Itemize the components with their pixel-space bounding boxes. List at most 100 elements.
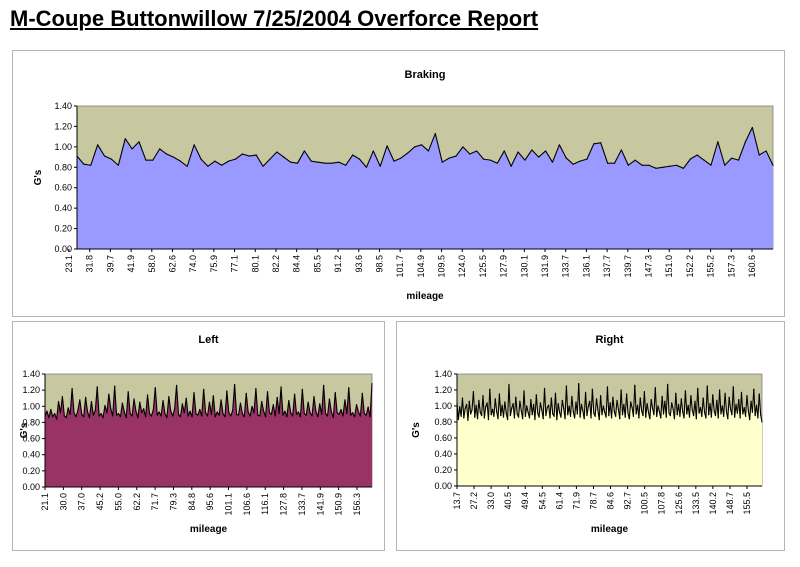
left-data-segment — [317, 403, 321, 417]
left-data-point — [371, 383, 373, 385]
braking-data-point — [414, 146, 416, 148]
left-x-tick-label: 150.9 — [334, 493, 344, 516]
right-data-point — [703, 411, 706, 413]
left-data-segment — [346, 387, 350, 414]
left-data-segment — [106, 394, 110, 413]
right-data-point — [595, 398, 598, 400]
left-x-tick-label: 62.2 — [132, 493, 142, 511]
left-data-point — [106, 412, 108, 414]
left-data-point — [218, 414, 220, 416]
braking-x-tick-label: 104.9 — [416, 255, 426, 278]
left-x-tick-label: 37.0 — [77, 493, 87, 511]
left-data-point — [166, 416, 168, 419]
left-data-point — [141, 412, 143, 414]
left-data-point — [330, 411, 332, 413]
right-x-tick-label: 92.7 — [623, 492, 633, 510]
right-data-point — [667, 383, 669, 385]
braking-data-point — [579, 160, 581, 162]
left-data-point — [205, 412, 207, 414]
right-data-point — [502, 416, 505, 418]
right-data-segment — [620, 389, 624, 415]
right-data-segment — [753, 389, 756, 416]
right-data-segment — [579, 404, 583, 418]
left-data-point — [100, 412, 102, 415]
right-data-point — [587, 406, 589, 408]
right-data-point — [731, 414, 733, 416]
right-data-point — [527, 411, 529, 413]
braking-data-point — [296, 162, 299, 164]
braking-data-point — [634, 159, 636, 161]
right-data-segment — [639, 397, 643, 411]
right-data-segment — [650, 399, 654, 409]
left-data-segment — [365, 406, 369, 416]
right-data-point — [713, 410, 715, 412]
right-data-point — [553, 415, 555, 417]
right-data-point — [501, 404, 503, 406]
braking-data-segment — [276, 151, 285, 158]
left-data-point — [324, 412, 327, 415]
right-x-tick-label: 71.9 — [571, 492, 581, 510]
right-data-point — [472, 391, 475, 393]
left-data-point — [92, 414, 94, 416]
braking-data-point — [152, 159, 154, 161]
braking-data-point — [131, 148, 133, 150]
right-data-point — [742, 413, 744, 415]
left-data-point — [212, 395, 214, 397]
right-data-segment — [600, 395, 603, 415]
braking-data-segment — [111, 158, 119, 166]
right-data-segment — [530, 399, 533, 415]
braking-data-segment — [476, 150, 484, 160]
braking-x-tick-label: 152.2 — [685, 255, 695, 278]
left-data-point — [137, 416, 139, 419]
braking-data-segment — [634, 159, 643, 166]
left-data-point — [311, 415, 313, 417]
right-data-point — [461, 397, 464, 399]
braking-x-tick-label: 133.7 — [561, 255, 571, 278]
left-data-point — [201, 415, 203, 417]
left-data-point — [292, 415, 294, 417]
left-data-point — [348, 387, 350, 389]
braking-data-segment — [200, 158, 209, 167]
left-data-point — [243, 416, 245, 418]
braking-data-point — [269, 158, 271, 160]
left-data-point — [150, 415, 153, 417]
right-data-point — [641, 410, 643, 412]
left-y-tick-label: 0.80 — [22, 417, 40, 427]
right-chart-panel: Right 0.00 0.20 0.40 0.60 0.80 1.00 1.20 1.40 13.… — [396, 321, 785, 551]
left-data-segment — [230, 410, 234, 417]
right-y-tick-label: 0.60 — [434, 433, 452, 443]
braking-data-point — [262, 165, 264, 167]
left-chart: Left 0.00 0.20 0.40 0.60 0.80 1.00 1.20 1.40 21.1… — [19, 334, 373, 535]
right-data-point — [569, 415, 572, 417]
braking-data-segment — [166, 153, 174, 158]
left-data-point — [88, 416, 91, 419]
left-data-segment — [50, 409, 54, 417]
right-data-point — [649, 418, 651, 420]
left-data-segment — [137, 402, 141, 418]
left-data-segment — [176, 385, 180, 415]
left-data-point — [278, 412, 280, 415]
braking-data-point — [407, 152, 409, 154]
right-data-point — [582, 410, 584, 412]
left-data-point — [94, 409, 96, 411]
left-data-point — [158, 411, 160, 413]
left-data-segment — [152, 387, 156, 410]
braking-data-point — [765, 150, 767, 152]
left-data-point — [67, 407, 69, 409]
braking-x-tick-label: 31.8 — [85, 255, 95, 273]
left-y-tick-label: 1.40 — [22, 369, 40, 379]
braking-data-segment — [731, 157, 739, 161]
right-data-segment — [550, 397, 554, 415]
left-data-point — [148, 412, 151, 415]
right-data-segment — [526, 405, 529, 413]
right-data-point — [538, 416, 540, 418]
right-data-point — [508, 383, 510, 385]
left-data-segment — [292, 394, 296, 417]
right-data-point — [706, 385, 708, 387]
right-x-tick-label: 78.7 — [588, 492, 598, 510]
right-data-point — [616, 399, 618, 401]
braking-data-point — [648, 164, 650, 166]
braking-data-point — [324, 162, 326, 164]
right-data-point — [694, 400, 696, 402]
left-data-point — [104, 404, 106, 407]
